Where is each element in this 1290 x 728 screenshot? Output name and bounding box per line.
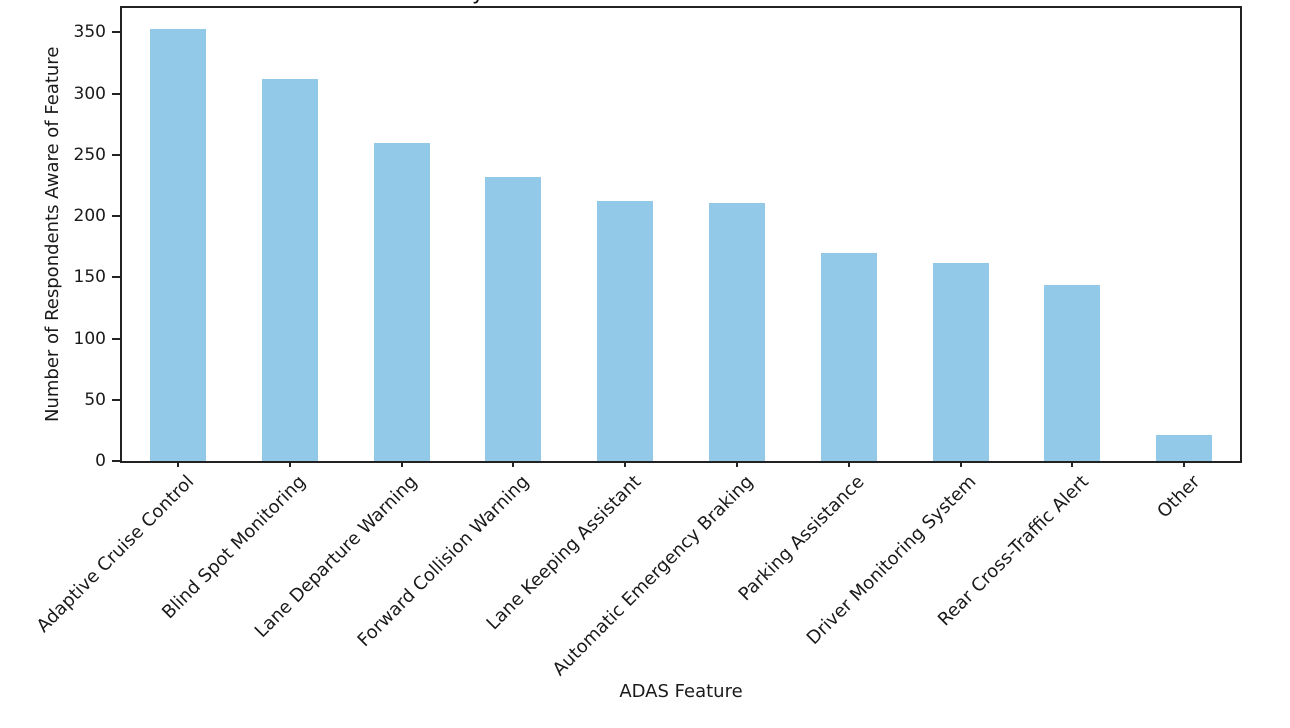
y-tick-label: 200 — [73, 206, 106, 227]
bar — [1044, 284, 1101, 461]
y-tick-mark — [112, 337, 120, 340]
y-tick-mark — [112, 92, 120, 95]
x-tick-label: Parking Assistance — [734, 471, 869, 606]
x-tick-mark — [624, 461, 627, 467]
y-tick-mark — [112, 460, 120, 462]
bar — [1156, 435, 1213, 461]
bar — [708, 202, 765, 461]
x-tick-label: Automatic Emergency Braking — [548, 471, 758, 681]
y-tick-label: 150 — [73, 267, 106, 288]
x-tick-mark — [735, 461, 738, 467]
bar — [485, 176, 542, 461]
x-tick-label: Other — [1153, 471, 1205, 523]
x-tick-mark — [400, 461, 403, 467]
y-tick-mark — [112, 31, 120, 34]
y-tick-mark — [112, 215, 120, 218]
y-tick-label: 100 — [73, 328, 106, 349]
y-tick-label: 0 — [95, 451, 106, 471]
plot-area — [122, 8, 1240, 461]
x-tick-mark — [176, 461, 179, 467]
x-tick-mark — [288, 461, 291, 467]
x-tick-mark — [1183, 461, 1186, 467]
y-tick-mark — [112, 153, 120, 156]
bar — [597, 201, 654, 461]
x-tick-mark — [512, 461, 515, 467]
y-tick-mark — [112, 276, 120, 279]
clipped-title-fragment: y — [472, 0, 492, 4]
x-tick-mark — [1071, 461, 1074, 467]
y-tick-label: 350 — [73, 22, 106, 43]
bar — [149, 28, 206, 461]
bar — [261, 79, 318, 461]
bar — [373, 142, 430, 461]
y-tick-label: 300 — [73, 83, 106, 104]
x-tick-mark — [847, 461, 850, 467]
bar — [932, 262, 989, 461]
axes-spines — [120, 6, 1242, 463]
y-tick-label: 50 — [84, 389, 106, 410]
bar — [820, 252, 877, 461]
x-tick-mark — [959, 461, 962, 467]
y-tick-mark — [112, 398, 120, 401]
y-tick-label: 250 — [73, 144, 106, 165]
x-axis-label: ADAS Feature — [619, 681, 743, 702]
clipped-title-text: y — [472, 0, 492, 4]
